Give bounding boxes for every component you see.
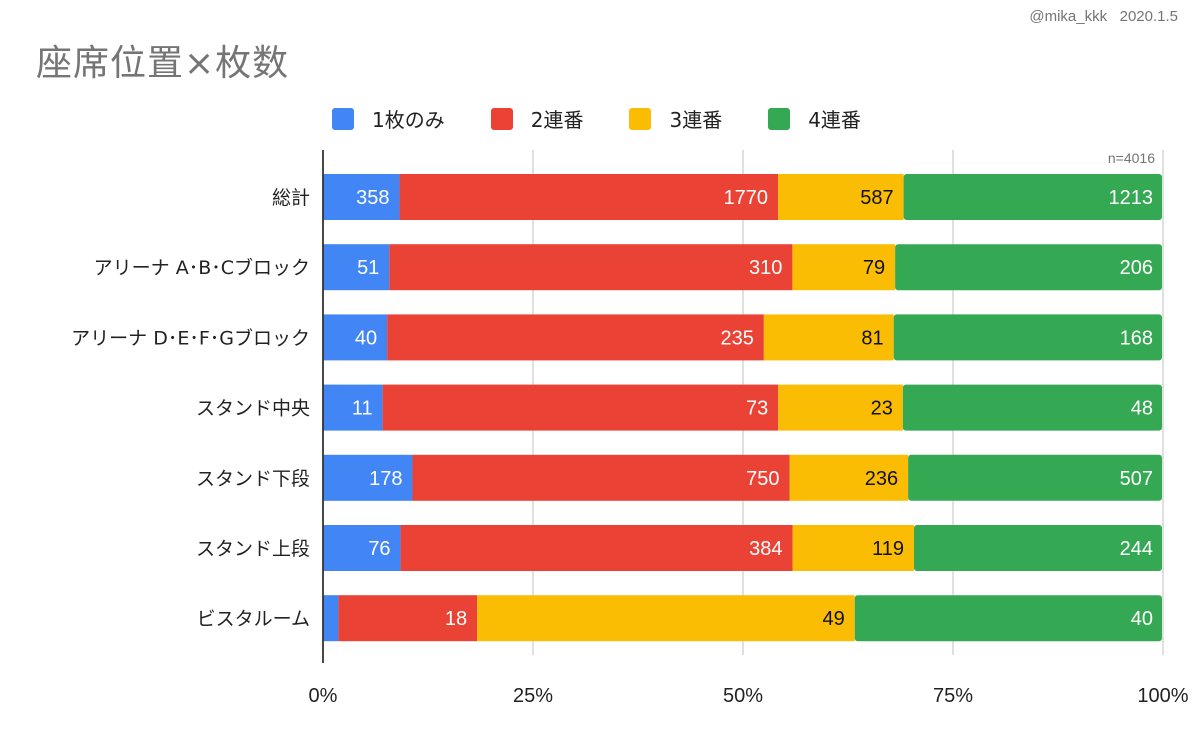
- bar-segment-1: [323, 525, 401, 571]
- bar-segment-1: [323, 454, 413, 501]
- bar-segment-2: [387, 314, 764, 361]
- data-label: 81: [861, 327, 883, 349]
- data-label: 244: [1120, 538, 1153, 560]
- data-label: 1770: [724, 187, 769, 209]
- legend-label-1: 1枚のみ: [372, 108, 445, 132]
- bar-segment-1: [323, 314, 388, 361]
- data-label: 587: [860, 187, 893, 209]
- data-label: 73: [746, 398, 768, 420]
- bar-segment-2: [400, 525, 793, 571]
- legend-item-1[interactable]: 1枚のみ: [332, 104, 445, 133]
- category-label: アリーナ D･E･F･Gブロック: [71, 326, 310, 349]
- bar-segment-1: [323, 384, 383, 431]
- data-label: 236: [865, 468, 898, 490]
- legend-item-4[interactable]: 4連番: [768, 104, 861, 133]
- x-tick-label: 50%: [723, 685, 763, 707]
- data-label: 40: [355, 327, 377, 349]
- legend-swatch-3: [629, 107, 652, 130]
- category-label: 総計: [272, 187, 310, 209]
- data-label: 235: [720, 327, 753, 349]
- category-label: スタンド下段: [196, 468, 310, 490]
- chart-legend: 1枚のみ 2連番 3連番 4連番: [332, 104, 907, 133]
- data-label: 76: [368, 538, 390, 560]
- bar-segment-3: [778, 384, 903, 431]
- x-tick-label: 25%: [513, 685, 553, 707]
- bar-segment-1: [323, 595, 339, 642]
- data-label: 358: [356, 187, 389, 209]
- bar-segment-2: [399, 174, 779, 220]
- chart-title: 座席位置×枚数: [36, 43, 290, 84]
- bar-segment-4: [854, 595, 1162, 642]
- legend-swatch-2: [490, 107, 513, 130]
- sample-size-annotation: n=4016: [1108, 150, 1155, 166]
- legend-item-3[interactable]: 3連番: [629, 104, 722, 133]
- legend-item-2[interactable]: 2連番: [490, 104, 584, 133]
- legend-label-3: 3連番: [669, 108, 723, 132]
- data-label: 11: [352, 398, 373, 420]
- x-tick-label: 75%: [933, 685, 973, 707]
- legend-label-4: 4連番: [808, 108, 861, 132]
- data-label: 310: [749, 257, 782, 279]
- bar-segment-3: [763, 314, 894, 361]
- category-label: スタンド上段: [196, 538, 310, 560]
- data-label: 51: [357, 257, 379, 279]
- data-label: 168: [1120, 327, 1153, 349]
- data-label: 206: [1120, 257, 1153, 279]
- x-tick-label: 0%: [309, 685, 338, 707]
- bar-segment-4: [902, 384, 1162, 431]
- category-label: スタンド中央: [196, 398, 310, 420]
- bar-segment-2: [382, 384, 779, 431]
- bar-segment-1: [323, 244, 390, 291]
- bar-segment-4: [893, 314, 1162, 361]
- data-label: 1213: [1109, 187, 1154, 209]
- bar-segment-2: [338, 595, 478, 642]
- data-label: 119: [872, 538, 904, 560]
- data-label: 18: [445, 608, 467, 630]
- x-tick-label: 100%: [1137, 685, 1188, 707]
- legend-label-2: 2連番: [530, 108, 584, 132]
- credit-text: @mika_kkk 2020.1.5: [1029, 8, 1178, 25]
- data-label: 384: [749, 538, 782, 560]
- bar-segment-3: [778, 174, 904, 220]
- category-label: アリーナ A･B･Cブロック: [94, 256, 310, 279]
- data-label: 178: [369, 468, 402, 490]
- legend-swatch-4: [768, 107, 791, 130]
- bar-segment-4: [908, 454, 1162, 501]
- bar-segment-4: [895, 244, 1162, 291]
- data-label: 507: [1120, 468, 1153, 490]
- bar-segment-4: [913, 525, 1162, 571]
- data-label: 48: [1131, 398, 1153, 420]
- bar-segment-2: [412, 454, 790, 501]
- bar-segment-4: [903, 174, 1162, 220]
- data-label: 49: [822, 608, 844, 630]
- data-label: 40: [1131, 608, 1153, 630]
- data-label: 750: [746, 468, 779, 490]
- bar-segment-3: [792, 525, 914, 571]
- legend-swatch-1: [332, 107, 354, 130]
- bar-segment-3: [792, 244, 896, 291]
- bar-segment-1: [323, 174, 400, 220]
- category-label: ビスタルーム: [197, 608, 310, 630]
- data-label: 79: [863, 257, 885, 279]
- data-label: 23: [871, 398, 893, 420]
- bar-segment-2: [389, 244, 793, 291]
- bar-segment-3: [789, 454, 909, 501]
- bar-segment-3: [477, 595, 855, 642]
